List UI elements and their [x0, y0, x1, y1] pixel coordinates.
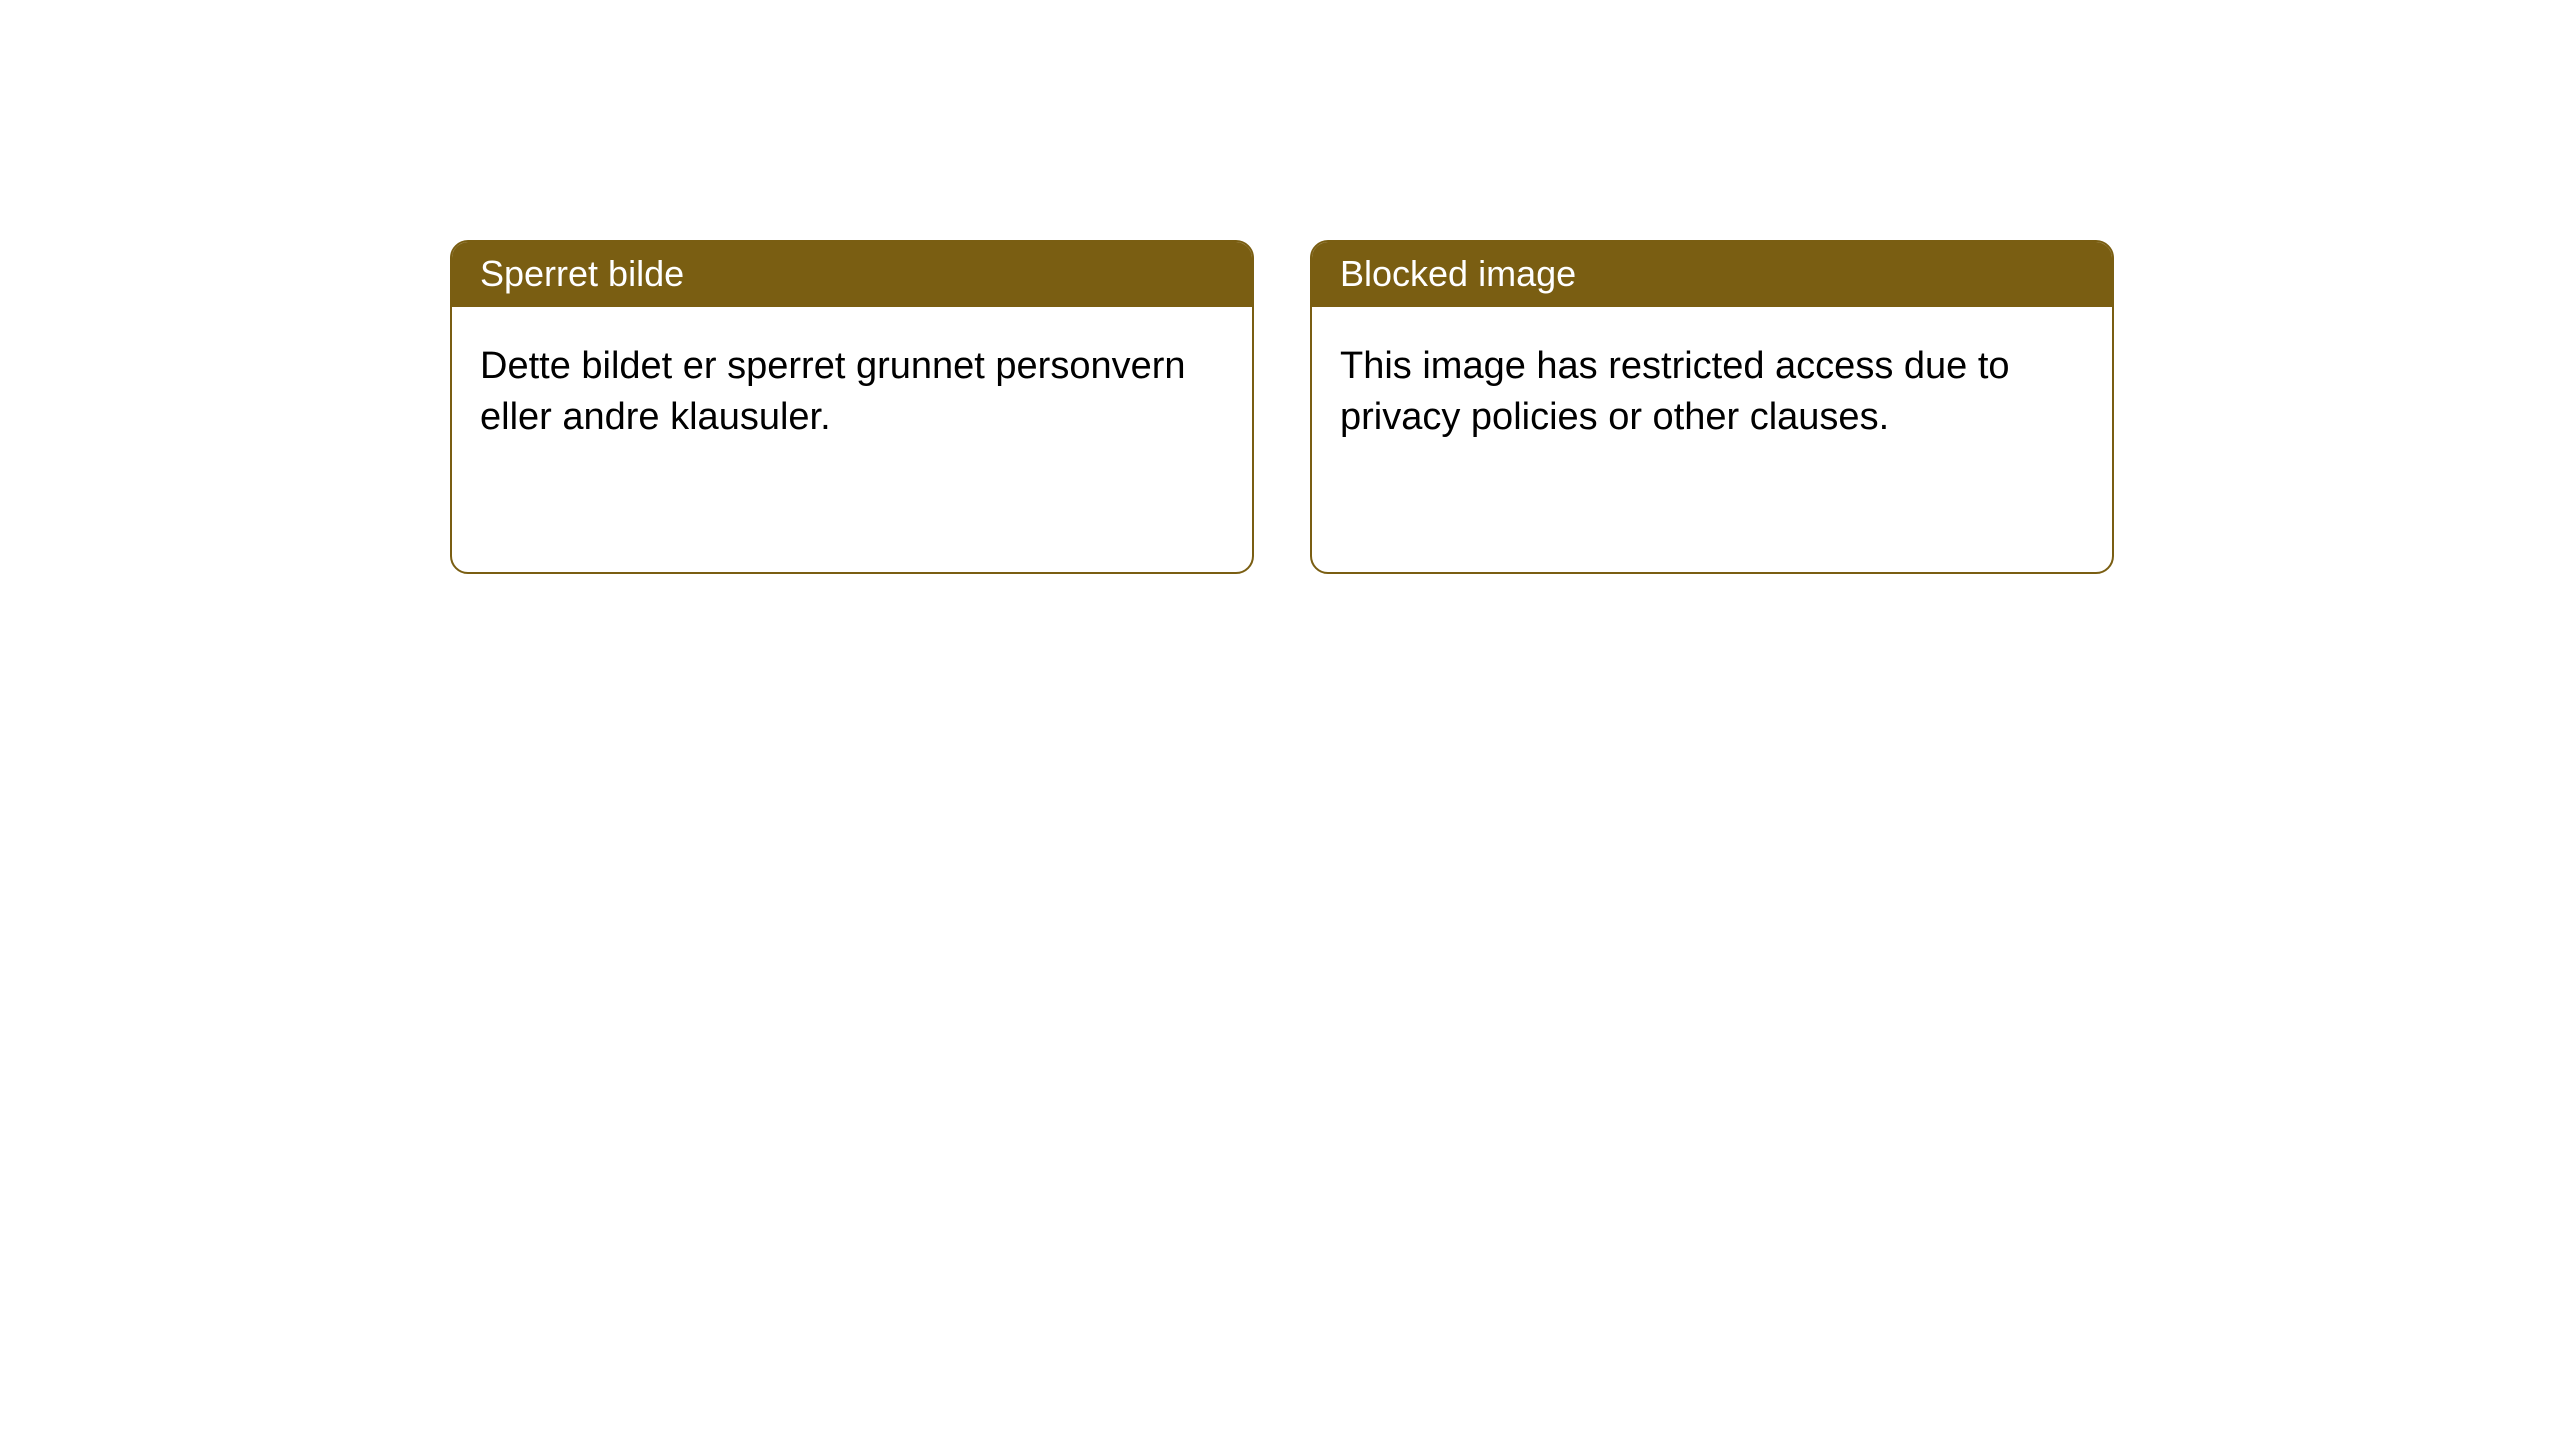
card-header: Sperret bilde: [452, 242, 1252, 307]
blocked-image-card-en: Blocked image This image has restricted …: [1310, 240, 2114, 574]
blocked-image-card-no: Sperret bilde Dette bildet er sperret gr…: [450, 240, 1254, 574]
card-body: This image has restricted access due to …: [1312, 307, 2112, 478]
card-title: Blocked image: [1340, 253, 1576, 294]
card-body-text: Dette bildet er sperret grunnet personve…: [480, 345, 1186, 438]
cards-container: Sperret bilde Dette bildet er sperret gr…: [0, 0, 2560, 574]
card-body: Dette bildet er sperret grunnet personve…: [452, 307, 1252, 478]
card-header: Blocked image: [1312, 242, 2112, 307]
card-title: Sperret bilde: [480, 253, 684, 294]
card-body-text: This image has restricted access due to …: [1340, 345, 2010, 438]
